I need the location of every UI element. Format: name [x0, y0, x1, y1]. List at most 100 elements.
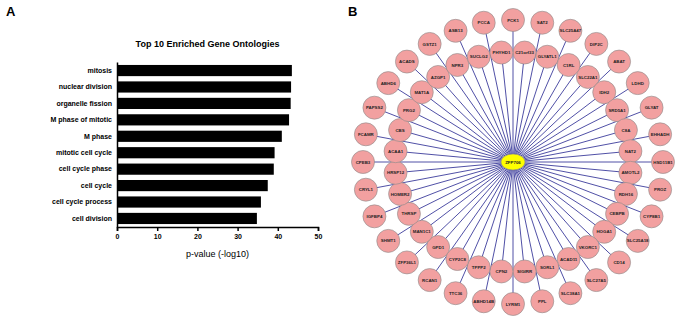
edge [374, 108, 513, 162]
node-label: CYP2C8 [449, 257, 467, 262]
node-circle [377, 229, 400, 252]
node-circle [389, 119, 412, 142]
node: ACAD11 [557, 248, 580, 271]
node-label: SLC22A1 [578, 75, 598, 80]
tick: M phase [84, 133, 112, 141]
node-label: PPL [538, 299, 547, 304]
node-circle [472, 290, 495, 313]
x-axis: 01020304050 [116, 227, 323, 240]
node: LDHD [626, 72, 649, 95]
node-circle [502, 9, 525, 32]
node: C21orf33 [513, 41, 536, 64]
y-axis: mitosisnuclear divisionorganelle fission… [51, 63, 118, 228]
tick: 10 [154, 227, 162, 240]
node: THRSP [397, 202, 420, 225]
node-label: ABAT [613, 59, 625, 64]
node-label: PAPSS2 [366, 105, 384, 110]
node-label: SLC25A47 [560, 28, 582, 33]
node: SAT2 [531, 11, 554, 34]
node-label: HOGA1 [596, 229, 612, 234]
edge [513, 162, 542, 301]
node-circle [389, 182, 412, 205]
axis-line [117, 63, 119, 228]
center-node: ZFP706 [501, 154, 525, 170]
node-circle [467, 45, 490, 68]
node-circle [444, 282, 467, 305]
node-circle [446, 53, 469, 76]
node-label: AZGP1 [431, 75, 446, 80]
node: CRYL1 [354, 178, 377, 201]
edge [396, 162, 513, 173]
edge [513, 162, 652, 216]
node-label: NPR3 [452, 63, 464, 68]
node: CPN2 [490, 260, 513, 283]
edge [513, 134, 660, 162]
node: PHYHD1 [490, 41, 513, 64]
tick: cell cycle [81, 182, 112, 190]
edge [513, 20, 514, 162]
node-circle [354, 123, 377, 146]
node-label: NAT2 [625, 149, 637, 154]
node: TTC36 [444, 282, 467, 305]
edge [513, 31, 570, 162]
node-label: PCK1 [507, 18, 519, 23]
node: SHMT1 [377, 229, 400, 252]
node: HSD11B1 [652, 151, 675, 174]
node-circle [649, 123, 672, 146]
category-label: mitotic cell cycle [56, 149, 112, 157]
edge [513, 162, 617, 214]
node: FCAMR [354, 123, 377, 146]
edge [513, 162, 663, 163]
category-label: mitosis [87, 67, 112, 74]
bar [117, 196, 261, 207]
node-circle [606, 99, 629, 122]
edge [366, 162, 513, 190]
node: SLC25A18 [626, 229, 649, 252]
node-label: HRSP12 [387, 170, 405, 175]
node-circle [363, 96, 386, 119]
edge [513, 162, 570, 293]
tick-label: 40 [274, 233, 282, 240]
bar [117, 147, 275, 158]
tick: cell cycle phase [59, 165, 112, 173]
bar [117, 98, 291, 109]
edge [438, 162, 513, 247]
edge [456, 162, 513, 293]
node-label: RCAN1 [422, 278, 438, 283]
node-circle [531, 11, 554, 34]
tick-label: 30 [234, 233, 242, 240]
node: SRD5A1 [606, 99, 629, 122]
node: PCK1 [502, 9, 525, 32]
category-label: cell cycle [81, 182, 112, 190]
node: ABAT [608, 50, 631, 73]
bars [117, 65, 292, 224]
node-circle [576, 236, 599, 259]
edge [484, 23, 513, 162]
node-label: SORL1 [540, 265, 555, 270]
nodes: PCK1C21orf33SAT2GLYATL1SLC25A47C1RLDIP2C… [352, 9, 675, 316]
node-label: CYP8B1 [643, 214, 661, 219]
tick-label: 0 [116, 233, 120, 240]
node-circle [619, 140, 642, 163]
node: SLC25A47 [559, 19, 582, 42]
node-circle [614, 182, 637, 205]
node-circle [559, 19, 582, 42]
edges [363, 20, 663, 304]
node-circle [377, 72, 400, 95]
node: CD14 [608, 251, 631, 274]
bar [117, 164, 274, 175]
node-circle [531, 290, 554, 313]
node-label: CRYL1 [359, 187, 374, 192]
node-label: SHMT1 [381, 238, 396, 243]
tick-mark [117, 227, 119, 231]
node-label: CBS [395, 128, 404, 133]
node: HRSP12 [384, 161, 407, 184]
node: SLC38A1 [559, 282, 582, 305]
node-label: MAT1A [414, 90, 430, 95]
node: CPEB3 [352, 151, 375, 174]
node: PPL [531, 290, 554, 313]
node-circle [536, 45, 559, 68]
edge [513, 151, 630, 162]
node-circle [363, 205, 386, 228]
edge [438, 77, 513, 162]
